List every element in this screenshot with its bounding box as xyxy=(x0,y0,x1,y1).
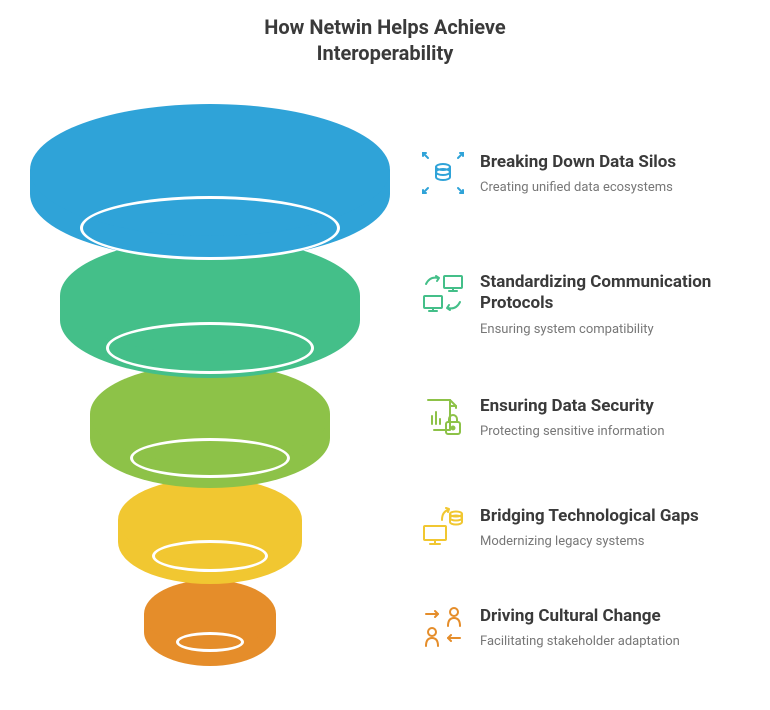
title-line-2: Interoperability xyxy=(317,41,454,65)
item-text: Ensuring Data Security Protecting sensiti… xyxy=(480,394,665,441)
item-subtitle: Facilitating stakeholder adaptation xyxy=(480,633,680,651)
title-line-1: How Netwin Helps Achieve xyxy=(264,15,505,39)
item-text: Standardizing Communication Protocols Ens… xyxy=(480,270,750,339)
item-subtitle: Protecting sensitive information xyxy=(480,423,665,441)
list-item: Bridging Technological Gaps Modernizing l… xyxy=(420,504,750,551)
security-icon xyxy=(420,394,466,440)
bridging-icon xyxy=(420,504,466,550)
item-title: Breaking Down Data Silos xyxy=(480,152,676,173)
item-title: Ensuring Data Security xyxy=(480,396,665,417)
data-silos-icon xyxy=(420,150,466,196)
item-title: Standardizing Communication Protocols xyxy=(480,272,750,315)
item-text: Breaking Down Data Silos Creating unified… xyxy=(480,150,676,197)
item-title: Bridging Technological Gaps xyxy=(480,506,699,527)
page-title: How Netwin Helps Achieve Interoperabilit… xyxy=(0,0,770,66)
item-text: Bridging Technological Gaps Modernizing l… xyxy=(480,504,699,551)
protocols-icon xyxy=(420,270,466,316)
funnel-segment-ring xyxy=(152,540,268,572)
culture-icon xyxy=(420,604,466,650)
item-subtitle: Ensuring system compatibility xyxy=(480,321,750,339)
item-subtitle: Modernizing legacy systems xyxy=(480,533,699,551)
funnel-segment-ring xyxy=(106,322,314,374)
funnel-segment-ring xyxy=(130,438,290,478)
list-item: Standardizing Communication Protocols Ens… xyxy=(420,270,750,339)
item-text: Driving Cultural Change Facilitating stak… xyxy=(480,604,680,651)
item-subtitle: Creating unified data ecosystems xyxy=(480,179,676,197)
list-item: Driving Cultural Change Facilitating stak… xyxy=(420,604,750,651)
funnel-segment-ring xyxy=(80,196,340,260)
list-item: Breaking Down Data Silos Creating unified… xyxy=(420,150,750,197)
item-title: Driving Cultural Change xyxy=(480,606,680,627)
list-item: Ensuring Data Security Protecting sensiti… xyxy=(420,394,750,441)
diagram-container: Breaking Down Data Silos Creating unified… xyxy=(0,66,770,706)
funnel-chart xyxy=(30,100,390,670)
funnel-segment-ring xyxy=(176,632,244,652)
